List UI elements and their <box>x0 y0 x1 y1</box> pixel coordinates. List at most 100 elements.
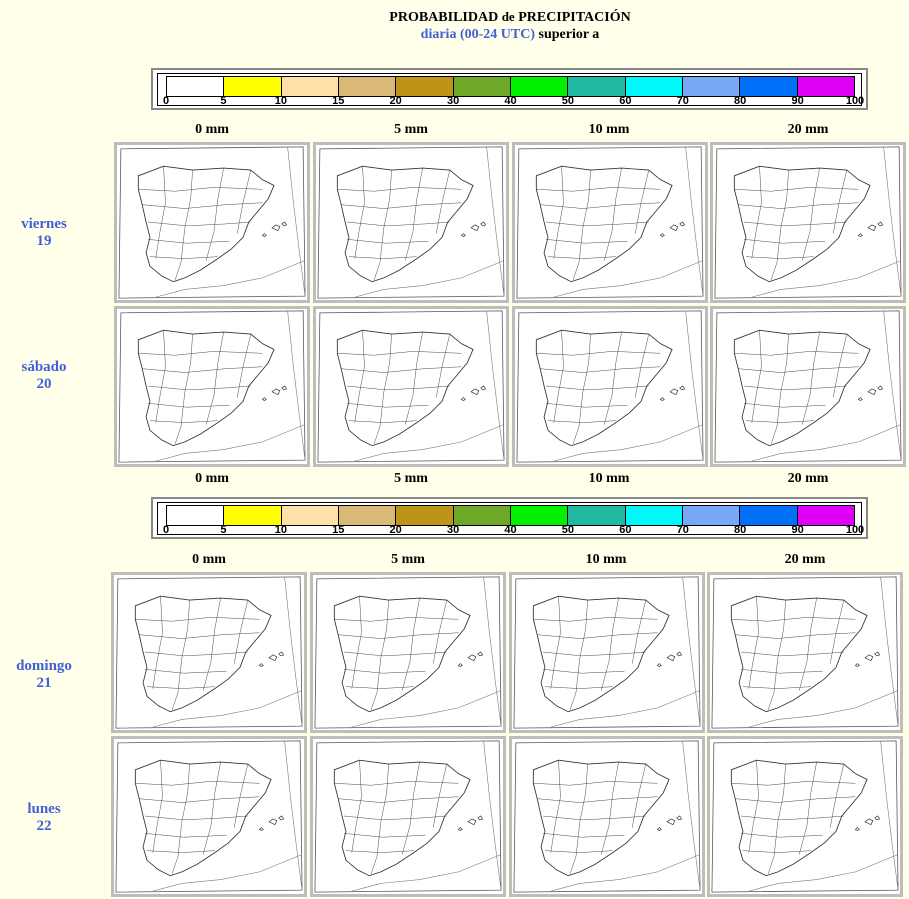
row-label-viernes: viernes 19 <box>0 216 99 250</box>
legend-swatch <box>224 77 282 96</box>
colhead-10mm: 10 mm <box>588 122 630 137</box>
colhead-20mm: 20 mm <box>787 122 829 137</box>
colhead-20mm-b: 20 mm <box>787 471 829 486</box>
title-de: de <box>501 9 515 24</box>
map-panel-viernes-0mm[interactable] <box>114 142 310 303</box>
map-panel-domingo-0mm[interactable] <box>111 572 307 733</box>
probability-map <box>118 310 306 463</box>
legend-tick-label: 0 <box>162 524 170 536</box>
probability-map <box>516 310 704 463</box>
row-label-domingo: domingo 21 <box>0 658 99 692</box>
colhead-0mm-c: 0 mm <box>192 552 226 567</box>
legend-swatch <box>568 77 626 96</box>
legend-colorbar <box>166 76 855 97</box>
legend-tick-label: 70 <box>676 95 689 107</box>
legend-tick-label: 0 <box>162 95 170 107</box>
colhead-0mm-b: 0 mm <box>195 471 229 486</box>
probability-map <box>711 576 899 729</box>
colhead-10mm-b: 10 mm <box>588 471 630 486</box>
legend-swatch <box>625 77 683 96</box>
map-panel-domingo-10mm[interactable] <box>509 572 705 733</box>
legend-tick-label: 90 <box>791 524 804 536</box>
page-subtitle: diaria (00-24 UTC) superior a <box>0 26 909 44</box>
legend-tick-label: 5 <box>220 524 227 536</box>
legend-tick-label: 5 <box>220 95 227 107</box>
legend-tick-label: 15 <box>332 524 345 536</box>
day-number: 20 <box>36 376 52 392</box>
legend-colorbar <box>166 505 855 526</box>
legend-swatch <box>167 77 225 96</box>
legend-swatch <box>625 506 683 525</box>
map-panel-lunes-0mm[interactable] <box>111 736 307 897</box>
legend-swatch <box>338 77 397 96</box>
legend-tick-label: 80 <box>734 524 747 536</box>
legend-swatch <box>510 506 569 525</box>
legend-swatch <box>281 77 339 96</box>
legend-tick-label: 15 <box>332 95 345 107</box>
legend-ticks: 0 5 10 15 20 30 40 50 60 70 80 90 100 <box>158 524 865 536</box>
probability-map <box>317 146 505 299</box>
probability-map <box>115 740 303 893</box>
legend-swatch <box>396 77 454 96</box>
map-panel-sabado-5mm[interactable] <box>313 306 509 467</box>
legend-swatch <box>682 506 741 525</box>
legend-swatch <box>740 506 798 525</box>
map-panel-lunes-20mm[interactable] <box>707 736 903 897</box>
map-panel-lunes-5mm[interactable] <box>310 736 506 897</box>
legend-tick-label: 70 <box>676 524 689 536</box>
legend-swatch <box>510 77 569 96</box>
legend-swatch <box>797 506 854 525</box>
probability-map <box>118 146 306 299</box>
colhead-20mm-c: 20 mm <box>784 552 826 567</box>
legend-tick-label: 100 <box>845 524 865 536</box>
colhead-0mm: 0 mm <box>195 122 229 137</box>
legend-ticks: 0 5 10 15 20 30 40 50 60 70 80 90 100 <box>158 95 864 107</box>
probability-map <box>513 740 701 893</box>
map-panel-domingo-5mm[interactable] <box>310 572 506 733</box>
map-panel-sabado-10mm[interactable] <box>512 306 708 467</box>
day-number: 22 <box>36 818 52 834</box>
colhead-5mm: 5 mm <box>394 122 428 137</box>
legend-tick-label: 40 <box>504 524 517 536</box>
legend-tick-label: 10 <box>274 95 287 107</box>
title-end: PRECIPITACIÓN <box>518 10 631 25</box>
map-panel-domingo-20mm[interactable] <box>707 572 903 733</box>
probability-map <box>317 310 505 463</box>
legend-tick-label: 60 <box>619 95 632 107</box>
map-panel-viernes-10mm[interactable] <box>512 142 708 303</box>
probability-map <box>714 310 902 463</box>
probability-map <box>711 740 899 893</box>
legend-tick-label: 30 <box>446 524 460 536</box>
color-legend-top: 0 5 10 15 20 30 40 50 60 70 80 90 100 <box>151 68 868 110</box>
legend-swatch <box>396 506 454 525</box>
probability-map <box>314 576 502 729</box>
probability-map <box>115 576 303 729</box>
map-panel-sabado-0mm[interactable] <box>114 306 310 467</box>
legend-swatch <box>453 77 511 96</box>
legend-swatch <box>740 77 798 96</box>
day-number: 21 <box>36 675 52 691</box>
map-panel-lunes-10mm[interactable] <box>509 736 705 897</box>
legend-swatch <box>568 506 626 525</box>
title-main: PROBABILIDAD <box>389 10 499 25</box>
legend-tick-label: 50 <box>561 95 575 107</box>
row-label-sabado: sábado 20 <box>0 359 99 393</box>
day-number: 19 <box>36 233 52 249</box>
legend-tick-label: 80 <box>734 95 747 107</box>
legend-tick-label: 10 <box>274 524 287 536</box>
legend-tick-label: 90 <box>791 95 804 107</box>
map-panel-viernes-20mm[interactable] <box>710 142 906 303</box>
legend-swatch <box>682 77 741 96</box>
colhead-5mm-b: 5 mm <box>394 471 428 486</box>
legend-tick-label: 60 <box>619 524 632 536</box>
legend-tick-label: 40 <box>504 95 517 107</box>
subtitle-range: diaria (00-24 UTC) <box>420 27 535 42</box>
map-panel-sabado-20mm[interactable] <box>710 306 906 467</box>
legend-swatch <box>224 506 282 525</box>
legend-tick-label: 50 <box>561 524 575 536</box>
legend-swatch <box>453 506 511 525</box>
day-name: sábado <box>21 359 67 375</box>
map-panel-viernes-5mm[interactable] <box>313 142 509 303</box>
legend-tick-label: 30 <box>446 95 460 107</box>
day-name: lunes <box>27 801 61 817</box>
